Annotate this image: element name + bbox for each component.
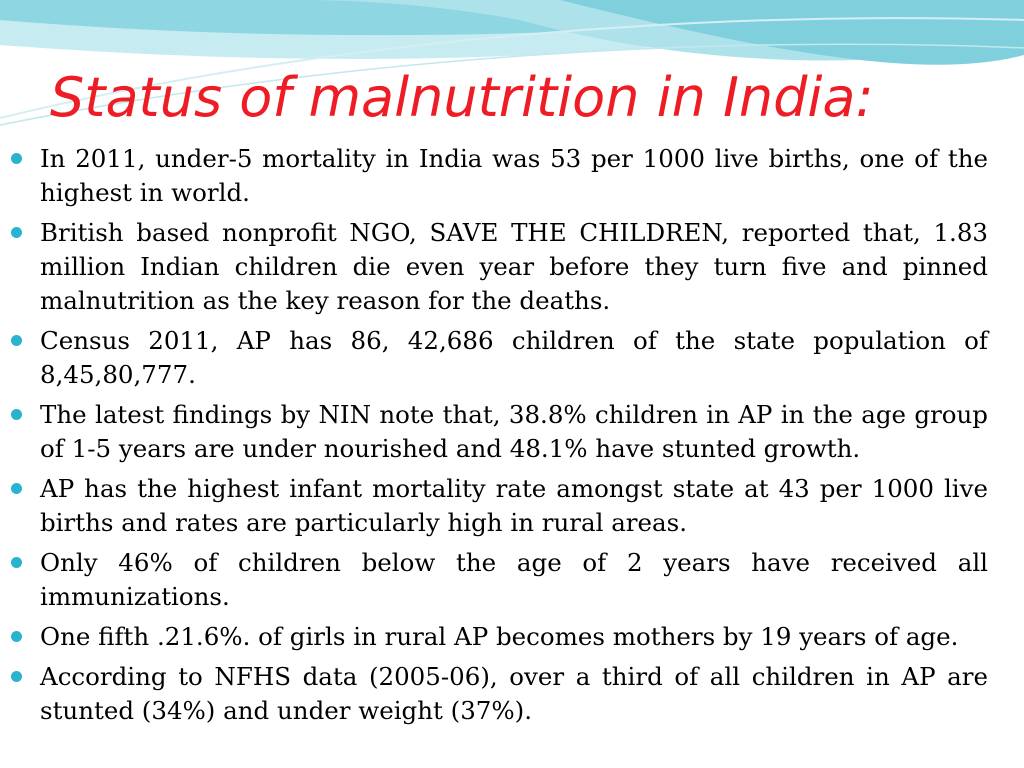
filled-circle-icon xyxy=(11,671,22,682)
bullet-text: British based nonprofit NGO, SAVE THE CH… xyxy=(40,218,988,315)
bullet-item: AP has the highest infant mortality rate… xyxy=(11,472,988,540)
bullet-item: In 2011, under-5 mortality in India was … xyxy=(11,142,988,210)
bullet-item: One fifth .21.6%. of girls in rural AP b… xyxy=(11,620,988,654)
header-swoosh-decoration xyxy=(0,0,1024,126)
bullet-text: According to NFHS data (2005-06), over a… xyxy=(40,662,988,725)
slide-title: Status of malnutrition in India: xyxy=(50,66,874,129)
bullet-text: In 2011, under-5 mortality in India was … xyxy=(40,144,988,207)
filled-circle-icon xyxy=(11,227,22,238)
filled-circle-icon xyxy=(11,483,22,494)
bullet-text: Census 2011, AP has 86, 42,686 children … xyxy=(40,326,988,389)
filled-circle-icon xyxy=(11,335,22,346)
filled-circle-icon xyxy=(11,557,22,568)
bullet-text: One fifth .21.6%. of girls in rural AP b… xyxy=(40,622,959,651)
bullet-item: Only 46% of children below the age of 2 … xyxy=(11,546,988,614)
bullet-item: The latest findings by NIN note that, 38… xyxy=(11,398,988,466)
bullet-text: AP has the highest infant mortality rate… xyxy=(40,474,988,537)
bullet-item: According to NFHS data (2005-06), over a… xyxy=(11,660,988,728)
bullet-text: The latest findings by NIN note that, 38… xyxy=(40,400,988,463)
bullet-text: Only 46% of children below the age of 2 … xyxy=(40,548,988,611)
bullet-item: British based nonprofit NGO, SAVE THE CH… xyxy=(11,216,988,318)
bullet-list: In 2011, under-5 mortality in India was … xyxy=(0,142,1024,734)
bullet-item: Census 2011, AP has 86, 42,686 children … xyxy=(11,324,988,392)
filled-circle-icon xyxy=(11,631,22,642)
filled-circle-icon xyxy=(11,153,22,164)
filled-circle-icon xyxy=(11,409,22,420)
